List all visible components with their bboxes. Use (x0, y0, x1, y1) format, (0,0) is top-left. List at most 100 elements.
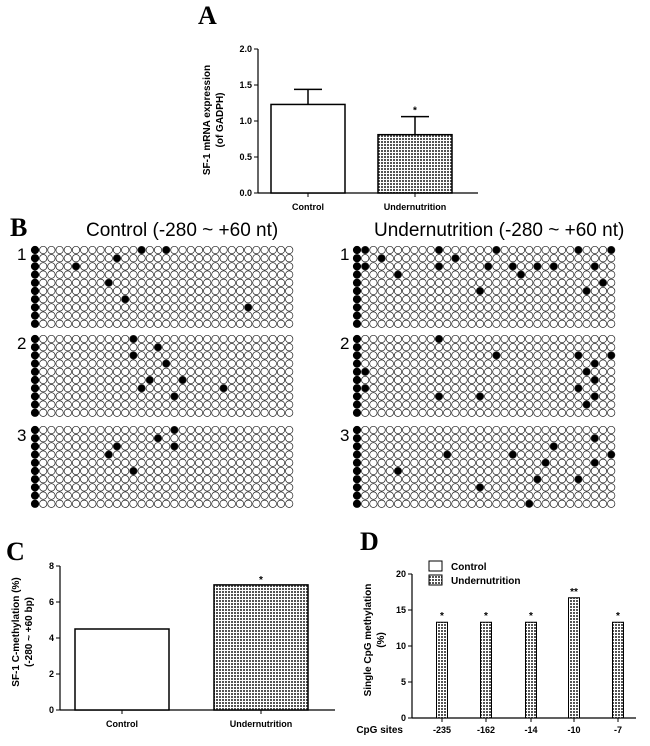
unmethylated-cpg-dot (88, 295, 97, 304)
unmethylated-cpg-dot (211, 458, 220, 467)
unmethylated-cpg-dot (88, 392, 97, 401)
unmethylated-cpg-dot (80, 483, 89, 492)
unmethylated-cpg-dot (88, 334, 97, 344)
unmethylated-cpg-dot (104, 483, 113, 492)
unmethylated-cpg-dot (434, 466, 444, 476)
unmethylated-cpg-dot (137, 334, 146, 344)
unmethylated-cpg-dot (525, 442, 534, 451)
chart-c-y-tick-label: 4 (49, 633, 54, 643)
unmethylated-cpg-dot (104, 400, 113, 409)
unmethylated-cpg-dot (55, 270, 64, 279)
unmethylated-cpg-dot (549, 400, 558, 409)
unmethylated-cpg-dot (566, 466, 575, 476)
unmethylated-cpg-dot (549, 270, 558, 279)
unmethylated-cpg-dot (112, 375, 122, 385)
unmethylated-cpg-dot (63, 254, 72, 263)
unmethylated-cpg-dot (170, 434, 179, 443)
unmethylated-cpg-dot (39, 270, 48, 279)
unmethylated-cpg-dot (260, 375, 269, 385)
unmethylated-cpg-dot (55, 392, 64, 401)
unmethylated-cpg-dot (80, 458, 89, 467)
unmethylated-cpg-dot (96, 311, 105, 320)
unmethylated-cpg-dot (276, 425, 286, 435)
unmethylated-cpg-dot (47, 499, 56, 508)
unmethylated-cpg-dot (162, 458, 171, 467)
unmethylated-cpg-dot (418, 359, 427, 368)
unmethylated-cpg-dot (244, 483, 253, 492)
unmethylated-cpg-dot (96, 384, 105, 393)
unmethylated-cpg-dot (426, 475, 435, 484)
unmethylated-cpg-dot (178, 434, 187, 443)
unmethylated-cpg-dot (443, 434, 452, 443)
unmethylated-cpg-dot (112, 351, 122, 360)
unmethylated-cpg-dot (418, 408, 427, 417)
unmethylated-cpg-dot (47, 458, 56, 467)
unmethylated-cpg-dot (426, 245, 435, 255)
unmethylated-cpg-dot (211, 343, 220, 352)
unmethylated-cpg-dot (227, 442, 236, 451)
unmethylated-cpg-dot (244, 270, 253, 279)
unmethylated-cpg-dot (186, 351, 195, 360)
unmethylated-cpg-dot (385, 434, 394, 443)
chart-a-y-tick-label: 0.0 (239, 188, 252, 198)
unmethylated-cpg-dot (557, 434, 567, 443)
unmethylated-cpg-dot (63, 319, 72, 328)
unmethylated-cpg-dot (194, 303, 204, 312)
unmethylated-cpg-dot (598, 359, 608, 368)
unmethylated-cpg-dot (112, 458, 122, 467)
unmethylated-cpg-dot (484, 499, 493, 508)
unmethylated-cpg-dot (377, 367, 386, 376)
unmethylated-cpg-dot (533, 254, 542, 263)
methylated-cpg-dot (590, 434, 599, 443)
methylation-anchor-dot (30, 499, 40, 508)
unmethylated-cpg-dot (574, 466, 583, 476)
unmethylated-cpg-dot (516, 286, 526, 296)
control-replicate-label-2: 2 (17, 334, 26, 353)
unmethylated-cpg-dot (525, 286, 534, 296)
unmethylated-cpg-dot (467, 367, 476, 376)
unmethylated-cpg-dot (451, 466, 460, 476)
unmethylated-cpg-dot (121, 466, 130, 476)
unmethylated-cpg-dot (467, 483, 476, 492)
unmethylated-cpg-dot (260, 458, 269, 467)
unmethylated-cpg-dot (203, 270, 212, 279)
unmethylated-cpg-dot (500, 303, 509, 312)
unmethylated-cpg-dot (451, 400, 460, 409)
unmethylated-cpg-dot (426, 408, 435, 417)
unmethylated-cpg-dot (443, 392, 452, 401)
unmethylated-cpg-dot (590, 245, 599, 255)
methylated-cpg-dot (590, 359, 599, 368)
unmethylated-cpg-dot (451, 483, 460, 492)
unmethylated-cpg-dot (443, 425, 452, 435)
unmethylated-cpg-dot (96, 254, 105, 263)
unmethylated-cpg-dot (590, 278, 599, 287)
unmethylated-cpg-dot (129, 499, 138, 508)
unmethylated-cpg-dot (235, 499, 245, 508)
unmethylated-cpg-dot (533, 311, 542, 320)
unmethylated-cpg-dot (178, 311, 187, 320)
unmethylated-cpg-dot (418, 367, 427, 376)
unmethylated-cpg-dot (385, 491, 394, 500)
unmethylated-cpg-dot (377, 458, 386, 467)
unmethylated-cpg-dot (252, 334, 261, 344)
unmethylated-cpg-dot (153, 450, 163, 459)
unmethylated-cpg-dot (244, 295, 253, 304)
unmethylated-cpg-dot (227, 343, 236, 352)
unmethylated-cpg-dot (418, 400, 427, 409)
unmethylated-cpg-dot (55, 466, 64, 476)
unmethylated-cpg-dot (260, 311, 269, 320)
unmethylated-cpg-dot (137, 303, 146, 312)
unmethylated-cpg-dot (47, 303, 56, 312)
unmethylated-cpg-dot (55, 334, 64, 344)
unmethylated-cpg-dot (475, 491, 485, 500)
unmethylated-cpg-dot (104, 334, 113, 344)
unmethylated-cpg-dot (162, 254, 171, 263)
unmethylated-cpg-dot (418, 262, 427, 271)
unmethylated-cpg-dot (112, 499, 122, 508)
unmethylated-cpg-dot (516, 400, 526, 409)
unmethylated-cpg-dot (467, 278, 476, 287)
control-grid-title: Control (-280 ~ +60 nt) (86, 220, 278, 241)
unmethylated-cpg-dot (47, 359, 56, 368)
unmethylated-cpg-dot (607, 367, 616, 376)
unmethylated-cpg-dot (541, 311, 550, 320)
